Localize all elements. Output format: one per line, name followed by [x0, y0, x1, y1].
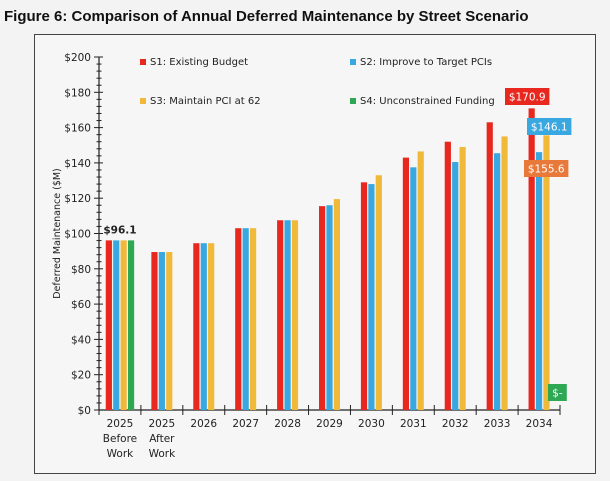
bar-s2 [410, 167, 417, 410]
x-tick-label: 2030 [358, 418, 385, 430]
y-tick-label: $60 [71, 299, 91, 311]
x-tick-label: 2028 [274, 418, 301, 430]
bar-s2 [494, 153, 501, 410]
bar-s3 [459, 147, 466, 410]
bar-s3 [208, 243, 215, 410]
bar-s3 [543, 135, 550, 410]
x-tick-label: Work [107, 448, 135, 460]
bar-s2 [535, 152, 543, 411]
y-tick-label: $120 [64, 193, 91, 205]
bar-s1 [105, 240, 112, 410]
bar-s3 [375, 175, 382, 410]
y-tick-label: $80 [71, 264, 91, 276]
data-label-box [527, 118, 572, 135]
x-tick-label: 2032 [442, 418, 469, 430]
bar-s2 [200, 243, 207, 410]
bar-s1 [277, 220, 284, 410]
data-label: $- [552, 388, 563, 400]
x-tick-label: Before [103, 433, 137, 445]
data-label: $155.6 [528, 164, 565, 176]
y-tick-label: $20 [71, 370, 91, 382]
bar-s3 [249, 228, 257, 410]
y-tick-label: $100 [64, 229, 91, 241]
x-tick-label: Work [149, 448, 177, 460]
bar-s2 [326, 205, 333, 410]
legend-label: S2: Improve to Target PCIs [360, 57, 492, 68]
bar-s1 [235, 228, 242, 410]
bar-s2 [242, 228, 249, 410]
bar-s1 [444, 141, 451, 410]
y-tick-label: $140 [64, 158, 91, 170]
y-tick-label: $0 [78, 405, 91, 417]
y-tick-label: $160 [64, 123, 91, 135]
x-tick-label: After [149, 433, 175, 445]
y-tick-label: $40 [71, 334, 91, 346]
x-tick-label: 2033 [484, 418, 511, 430]
bar-s1 [486, 122, 493, 411]
data-label-box [548, 384, 567, 401]
data-label-box [524, 160, 569, 177]
legend-swatch [350, 98, 356, 104]
data-label: $170.9 [509, 92, 546, 104]
x-tick-label: 2025 [107, 418, 134, 430]
data-label: $96.1 [103, 224, 136, 236]
bar-s2 [158, 252, 165, 410]
x-tick-label: 2027 [232, 418, 259, 430]
bar-s2 [368, 184, 375, 410]
bar-s3 [291, 220, 299, 410]
bar-s1 [360, 182, 368, 410]
x-tick-label: 2034 [526, 418, 553, 430]
legend-swatch [350, 59, 356, 65]
bar-s3 [166, 252, 173, 410]
x-tick-label: 2026 [190, 418, 217, 430]
y-axis-title: Deferred Maintenance ($M) [52, 168, 63, 299]
x-tick-label: 2029 [316, 418, 343, 430]
bar-s1 [402, 157, 410, 410]
legend-label: S3: Maintain PCI at 62 [150, 96, 261, 107]
legend-swatch [140, 98, 146, 104]
bar-s3 [120, 240, 127, 410]
bar-s3 [333, 199, 340, 410]
bar-s2 [452, 162, 459, 410]
legend-swatch [140, 59, 146, 65]
bar-s1 [151, 252, 158, 410]
x-tick-label: 2031 [400, 418, 427, 430]
bar-s1 [528, 108, 535, 410]
bar-s2 [113, 240, 120, 410]
bar-s2 [284, 220, 291, 410]
y-tick-label: $180 [64, 87, 91, 99]
bar-s3 [501, 136, 508, 411]
figure-title: Figure 6: Comparison of Annual Deferred … [4, 8, 529, 25]
x-tick-label: 2025 [148, 418, 175, 430]
bar-s1 [319, 206, 326, 410]
legend-label: S4: Unconstrained Funding [360, 96, 495, 107]
y-tick-label: $200 [64, 52, 91, 64]
bar-s4 [127, 240, 135, 410]
data-label: $146.1 [531, 122, 568, 134]
bar-s1 [193, 243, 200, 410]
legend-label: S1: Existing Budget [150, 57, 248, 68]
bar-s3 [417, 151, 424, 411]
data-label-box [505, 88, 550, 105]
